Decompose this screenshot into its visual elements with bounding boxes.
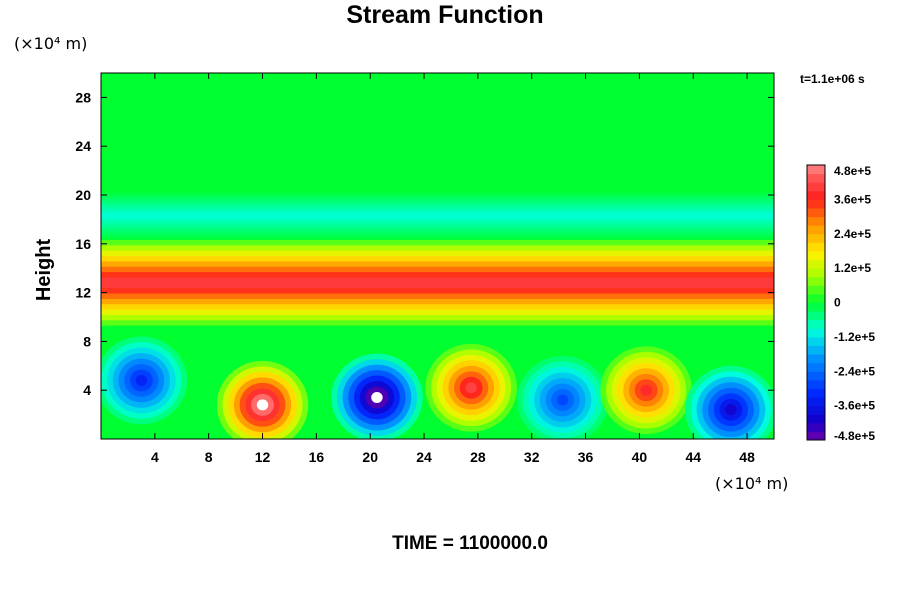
contour-band bbox=[101, 192, 774, 239]
contour-field bbox=[101, 73, 774, 439]
contour-cell bbox=[516, 356, 609, 439]
colorbar-swatch bbox=[807, 328, 825, 338]
x-tick-label: 20 bbox=[362, 449, 378, 465]
colorbar-swatch bbox=[807, 371, 825, 381]
contour-cell bbox=[425, 343, 517, 432]
colorbar-label: -1.2e+5 bbox=[834, 330, 875, 344]
x-axis-ticks: 4 8 12 16 20 24 28 32 36 40 44 48 bbox=[151, 73, 755, 465]
colorbar-swatch bbox=[807, 293, 825, 303]
colorbar-swatch bbox=[807, 173, 825, 183]
x-tick-label: 28 bbox=[470, 449, 486, 465]
x-tick-label: 12 bbox=[255, 449, 271, 465]
contour-level bbox=[101, 212, 774, 219]
colorbar-swatch bbox=[807, 397, 825, 407]
contour-level bbox=[256, 399, 269, 411]
x-tick-label: 36 bbox=[578, 449, 594, 465]
colorbar-swatch bbox=[807, 345, 825, 355]
y-axis-ticks: 4 8 12 16 20 24 28 bbox=[75, 89, 774, 398]
colorbar-swatch bbox=[807, 250, 825, 261]
x-tick-label: 8 bbox=[205, 449, 213, 465]
colorbar-label: 0 bbox=[834, 296, 841, 310]
colorbar-swatch bbox=[807, 379, 825, 389]
x-tick-label: 16 bbox=[309, 449, 325, 465]
colorbar-swatch bbox=[807, 216, 825, 226]
colorbar-swatch bbox=[807, 388, 825, 398]
x-tick-label: 44 bbox=[685, 449, 701, 465]
contour-level bbox=[725, 404, 737, 416]
y-axis-label: Height bbox=[33, 239, 55, 302]
colorbar-swatch bbox=[807, 354, 825, 364]
colorbar-swatch bbox=[807, 362, 825, 372]
contour-cell bbox=[101, 336, 188, 425]
colorbar-label: -4.8e+5 bbox=[834, 429, 875, 443]
contour-level bbox=[101, 277, 774, 289]
y-tick-label: 24 bbox=[75, 138, 91, 154]
colorbar-swatch bbox=[807, 225, 825, 235]
colorbar-label: 4.8e+5 bbox=[834, 164, 871, 178]
contour-cell bbox=[216, 360, 309, 439]
colorbar-swatch bbox=[807, 233, 825, 243]
colorbar-swatch bbox=[807, 319, 825, 329]
x-tick-label: 32 bbox=[524, 449, 540, 465]
colorbar-swatch bbox=[807, 207, 825, 218]
colorbar-swatch bbox=[807, 190, 825, 200]
contour-level bbox=[371, 392, 383, 404]
contour-level bbox=[465, 382, 477, 394]
colorbar-swatch bbox=[807, 242, 825, 252]
contour-level bbox=[135, 374, 148, 386]
x-tick-label: 40 bbox=[632, 449, 648, 465]
colorbar-label: -2.4e+5 bbox=[834, 364, 875, 378]
colorbar-label: 2.4e+5 bbox=[834, 227, 871, 241]
colorbar-frame bbox=[806, 164, 826, 441]
colorbar-swatch bbox=[807, 336, 825, 346]
colorbar-swatch bbox=[807, 165, 825, 175]
colorbar-swatch bbox=[807, 422, 825, 432]
contour-cell bbox=[331, 353, 423, 439]
x-axis-unit-label: (×10⁴ m) bbox=[715, 474, 788, 493]
colorbar-swatch bbox=[807, 182, 825, 192]
y-tick-label: 16 bbox=[75, 236, 91, 252]
y-tick-label: 12 bbox=[75, 285, 91, 301]
contour-level bbox=[640, 384, 652, 396]
colorbar-swatch bbox=[807, 285, 825, 295]
chart-title: Stream Function bbox=[346, 1, 543, 29]
colorbar-swatch bbox=[807, 259, 825, 269]
contour-band bbox=[101, 240, 774, 326]
plot-frame bbox=[100, 72, 775, 440]
x-tick-label: 4 bbox=[151, 449, 159, 465]
colorbar: 4.8e+5 3.6e+5 2.4e+5 1.2e+5 0 -1.2e+5 -2.4e+5 -… bbox=[806, 164, 875, 443]
y-tick-label: 8 bbox=[83, 333, 91, 349]
x-tick-label: 48 bbox=[739, 449, 755, 465]
colorbar-swatch bbox=[807, 311, 825, 321]
y-tick-label: 28 bbox=[75, 89, 91, 105]
y-tick-label: 20 bbox=[75, 187, 91, 203]
colorbar-label: -3.6e+5 bbox=[834, 399, 875, 413]
colorbar-swatch bbox=[807, 414, 825, 424]
time-footer: TIME = 1100000.0 bbox=[392, 533, 548, 554]
colorbar-swatch bbox=[807, 276, 825, 286]
y-tick-label: 4 bbox=[83, 382, 91, 398]
time-label: t=1.1e+06 s bbox=[800, 72, 865, 86]
contour-cell bbox=[685, 365, 774, 439]
y-axis-unit-label: (×10⁴ m) bbox=[14, 34, 87, 53]
x-tick-label: 24 bbox=[416, 449, 432, 465]
colorbar-swatch bbox=[807, 405, 825, 415]
colorbar-swatch bbox=[807, 302, 825, 312]
colorbar-label: 1.2e+5 bbox=[834, 261, 871, 275]
colorbar-swatch bbox=[807, 431, 825, 441]
colorbar-swatch bbox=[807, 268, 825, 278]
contour-level bbox=[556, 394, 569, 406]
contour-cell bbox=[600, 346, 692, 435]
colorbar-label: 3.6e+5 bbox=[834, 192, 871, 206]
colorbar-swatch bbox=[807, 199, 825, 209]
